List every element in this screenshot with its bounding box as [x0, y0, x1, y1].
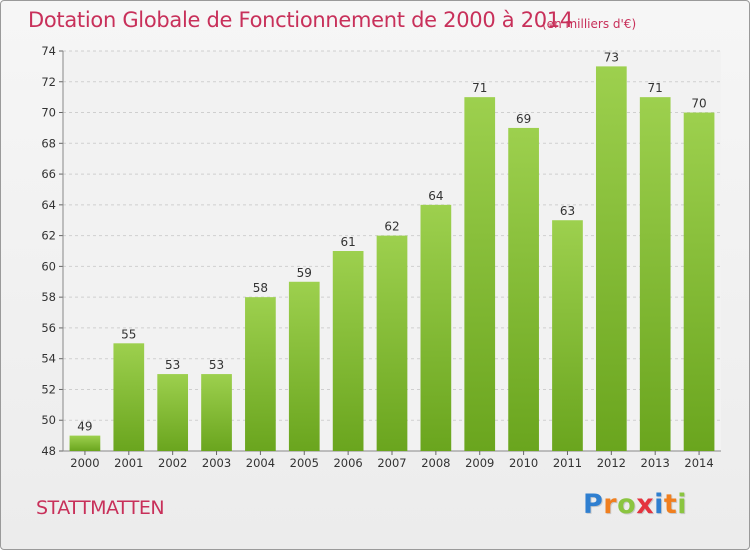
data-label-2007: 62 — [384, 220, 399, 234]
bar-2009 — [464, 97, 496, 452]
y-tick-label: 48 — [41, 444, 56, 458]
y-tick-label: 54 — [41, 352, 56, 366]
data-label-2012: 73 — [604, 50, 619, 64]
x-tick-label-2005: 2005 — [290, 456, 319, 470]
logo-letter: x — [636, 489, 655, 520]
bar-2001 — [113, 343, 145, 451]
logo-letter: P — [583, 489, 604, 520]
y-tick-label: 72 — [41, 75, 56, 89]
bar-2005 — [288, 281, 320, 451]
logo-letter: o — [617, 489, 637, 520]
data-label-2005: 59 — [297, 266, 312, 280]
y-tick-label: 70 — [41, 106, 56, 120]
x-tick-label-2003: 2003 — [202, 456, 231, 470]
logo-letter: r — [603, 489, 618, 520]
bar-2002 — [157, 374, 189, 451]
bar-2007 — [376, 235, 408, 451]
commune-name: STATTMATTEN — [36, 497, 165, 519]
x-tick-label-2014: 2014 — [684, 456, 713, 470]
y-tick-label: 66 — [41, 167, 56, 181]
data-label-2009: 71 — [472, 81, 487, 95]
data-label-2001: 55 — [121, 327, 136, 341]
x-tick-label-2013: 2013 — [641, 456, 670, 470]
logo-letter: i — [654, 489, 664, 520]
proxiti-logo: Proxiti — [583, 489, 687, 520]
y-tick-label: 62 — [41, 229, 56, 243]
x-tick-label-2010: 2010 — [509, 456, 538, 470]
bar-2014 — [683, 112, 715, 452]
data-label-2011: 63 — [560, 204, 575, 218]
data-label-2004: 58 — [253, 281, 268, 295]
bar-2010 — [508, 127, 539, 451]
x-tick-label-2012: 2012 — [597, 456, 626, 470]
y-tick-label: 50 — [41, 413, 56, 427]
x-tick-label-2004: 2004 — [246, 456, 275, 470]
x-tick-label-2006: 2006 — [333, 456, 362, 470]
x-tick-label-2002: 2002 — [158, 456, 187, 470]
y-tick-label: 58 — [41, 290, 56, 304]
bar-2011 — [552, 220, 583, 451]
bar-2006 — [332, 251, 364, 451]
y-tick-label: 56 — [41, 321, 56, 335]
x-tick-label-2001: 2001 — [114, 456, 143, 470]
y-tick-label: 68 — [41, 136, 56, 150]
bar-2012 — [595, 66, 627, 451]
data-label-2000: 49 — [77, 420, 92, 434]
bar-2008 — [420, 204, 452, 451]
y-tick-label: 60 — [41, 259, 56, 273]
data-label-2003: 53 — [209, 358, 224, 372]
data-label-2006: 61 — [340, 235, 355, 249]
y-tick-label: 64 — [41, 198, 56, 212]
data-label-2010: 69 — [516, 112, 531, 126]
bar-2000 — [69, 435, 101, 451]
data-label-2013: 71 — [648, 81, 663, 95]
data-label-2014: 70 — [691, 97, 706, 111]
bar-2004 — [245, 297, 276, 451]
bar-2013 — [639, 97, 671, 452]
logo-letter: i — [677, 489, 688, 520]
x-tick-label-2008: 2008 — [421, 456, 450, 470]
data-label-2002: 53 — [165, 358, 180, 372]
data-label-2008: 64 — [428, 189, 443, 203]
chart-title: Dotation Globale de Fonctionnement de 20… — [28, 8, 573, 32]
x-tick-label-2007: 2007 — [377, 456, 406, 470]
bar-2003 — [201, 374, 232, 451]
x-tick-label-2000: 2000 — [70, 456, 99, 470]
logo-letter: t — [663, 489, 678, 520]
chart-subtitle: (en milliers d'€) — [542, 17, 637, 31]
x-tick-label-2011: 2011 — [553, 456, 582, 470]
y-tick-label: 52 — [41, 382, 56, 396]
y-tick-label: 74 — [41, 44, 56, 58]
x-tick-label-2009: 2009 — [465, 456, 494, 470]
